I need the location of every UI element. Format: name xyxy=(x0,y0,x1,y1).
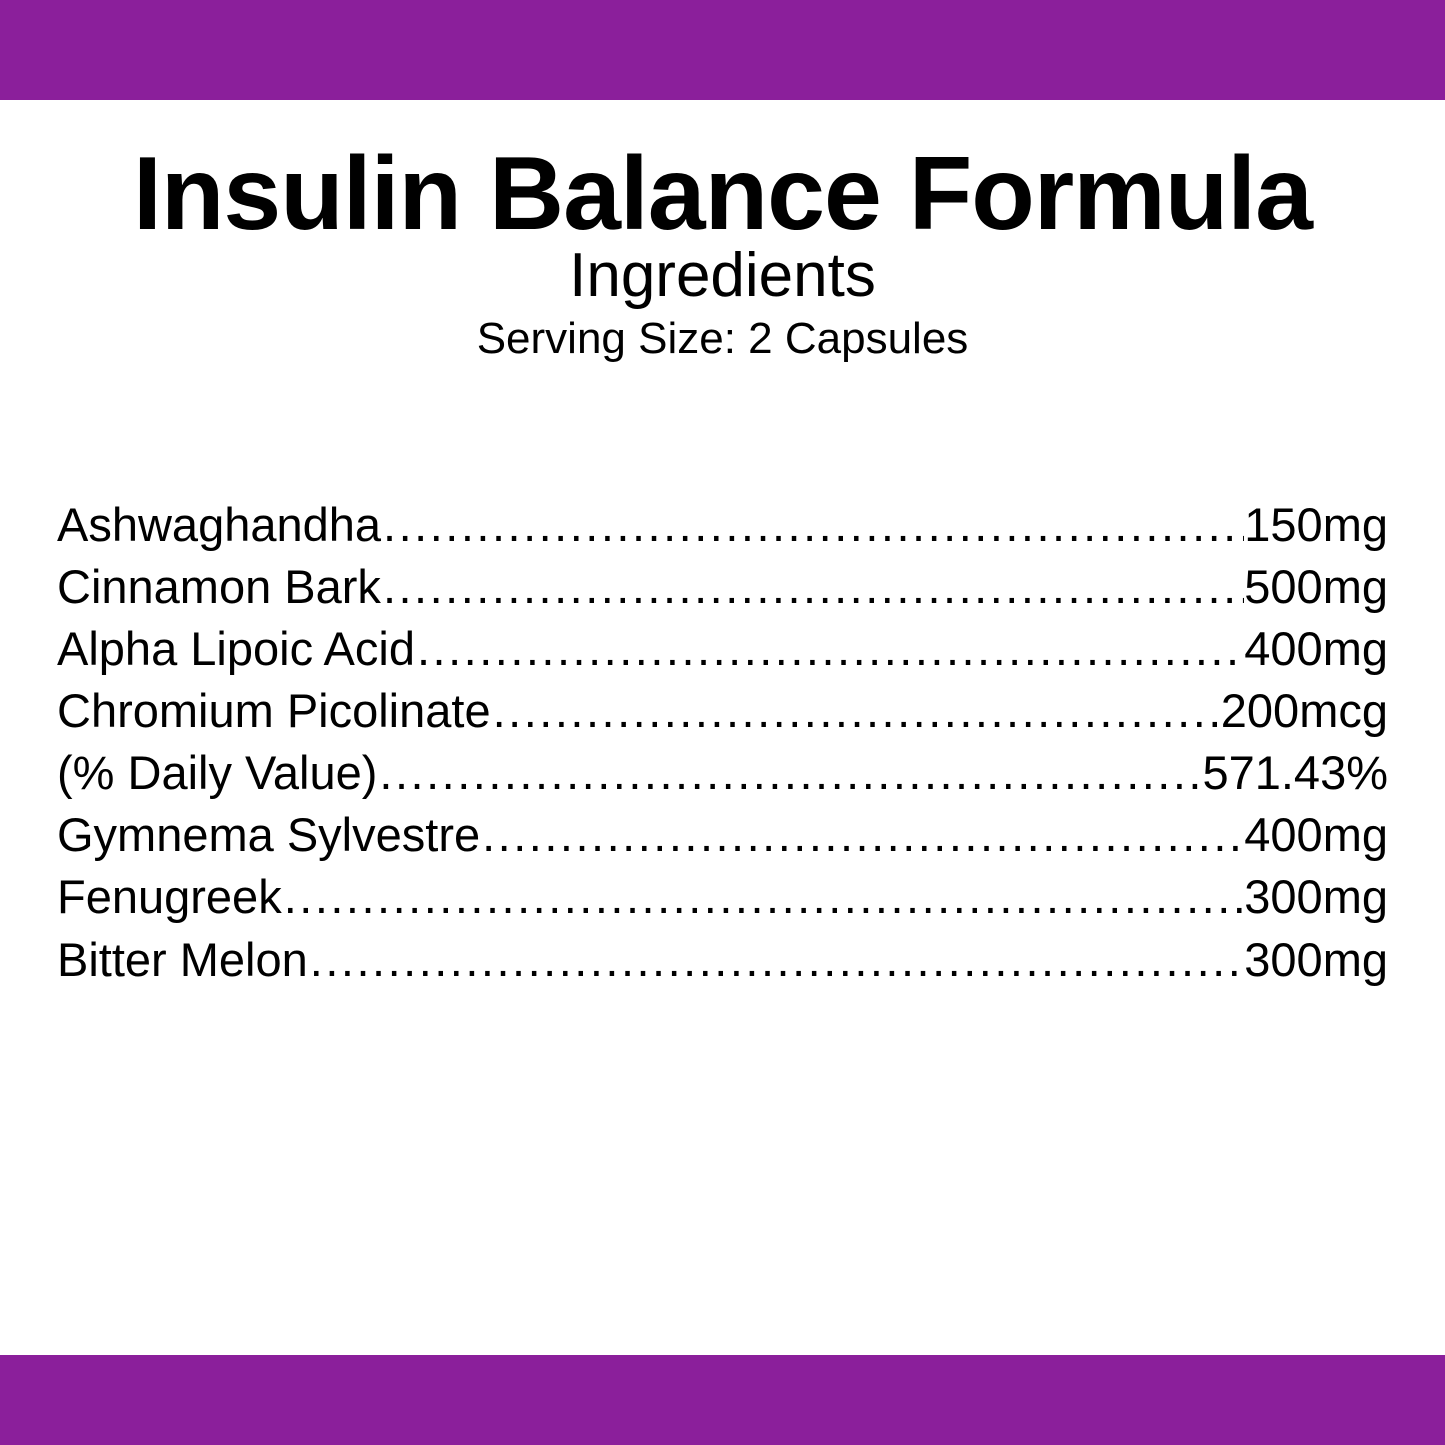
ingredient-amount: 571.43% xyxy=(1202,742,1388,804)
leader-dots xyxy=(282,866,1245,928)
ingredient-row: Cinnamon Bark 500mg xyxy=(57,556,1388,618)
ingredient-row: Bitter Melon 300mg xyxy=(57,929,1388,991)
top-accent-bar xyxy=(0,0,1445,100)
ingredient-amount: 300mg xyxy=(1244,866,1388,928)
ingredient-name: Gymnema Sylvestre xyxy=(57,804,480,866)
serving-size: Serving Size: 2 Capsules xyxy=(55,314,1390,364)
ingredient-name: (% Daily Value) xyxy=(57,742,377,804)
ingredient-name: Ashwaghandha xyxy=(57,494,381,556)
ingredient-name: Alpha Lipoic Acid xyxy=(57,618,415,680)
ingredient-row: Alpha Lipoic Acid 400mg xyxy=(57,618,1388,680)
ingredient-row: Chromium Picolinate 200mcg xyxy=(57,680,1388,742)
ingredient-name: Chromium Picolinate xyxy=(57,680,491,742)
ingredient-name: Cinnamon Bark xyxy=(57,556,381,618)
ingredient-amount: 300mg xyxy=(1244,929,1388,991)
ingredient-amount: 500mg xyxy=(1244,556,1388,618)
ingredient-row: Ashwaghandha 150mg xyxy=(57,494,1388,556)
product-title: Insulin Balance Formula xyxy=(55,140,1390,249)
ingredient-name: Bitter Melon xyxy=(57,929,308,991)
ingredient-amount: 400mg xyxy=(1244,618,1388,680)
leader-dots xyxy=(381,494,1244,556)
ingredient-row: Fenugreek 300mg xyxy=(57,866,1388,928)
ingredient-name: Fenugreek xyxy=(57,866,282,928)
leader-dots xyxy=(415,618,1244,680)
leader-dots xyxy=(377,742,1202,804)
bottom-accent-bar xyxy=(0,1355,1445,1445)
leader-dots xyxy=(381,556,1244,618)
ingredient-row: Gymnema Sylvestre 400mg xyxy=(57,804,1388,866)
label-content: Insulin Balance Formula Ingredients Serv… xyxy=(0,100,1445,1445)
leader-dots xyxy=(480,804,1244,866)
leader-dots xyxy=(308,929,1245,991)
ingredient-row: (% Daily Value) 571.43% xyxy=(57,742,1388,804)
ingredient-amount: 150mg xyxy=(1244,494,1388,556)
ingredients-heading: Ingredients xyxy=(55,243,1390,308)
ingredient-amount: 200mcg xyxy=(1221,680,1388,742)
leader-dots xyxy=(491,680,1221,742)
ingredients-list: Ashwaghandha 150mg Cinnamon Bark 500mg A… xyxy=(55,494,1390,990)
ingredient-amount: 400mg xyxy=(1244,804,1388,866)
